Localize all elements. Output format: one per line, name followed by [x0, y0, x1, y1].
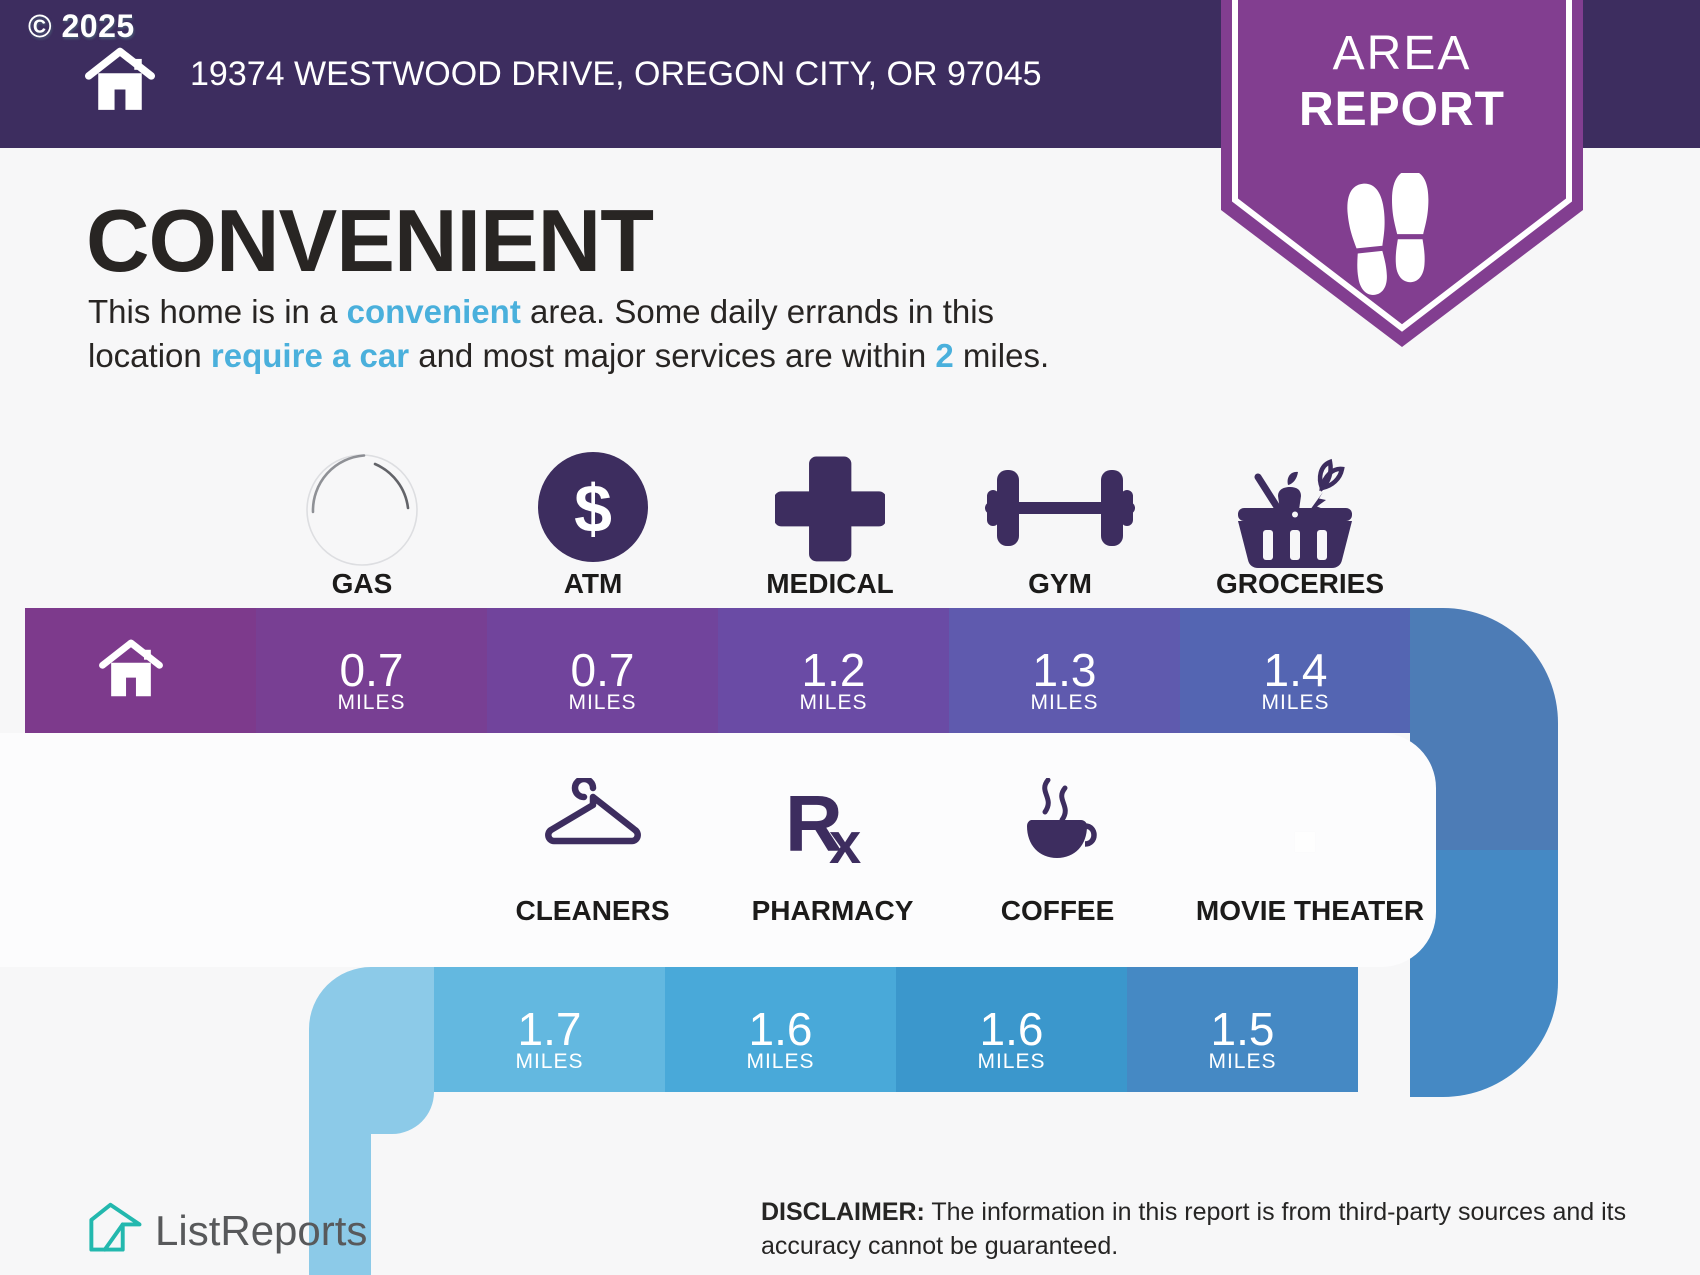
svg-text:x: x: [829, 811, 861, 875]
svg-text:$: $: [574, 471, 612, 547]
